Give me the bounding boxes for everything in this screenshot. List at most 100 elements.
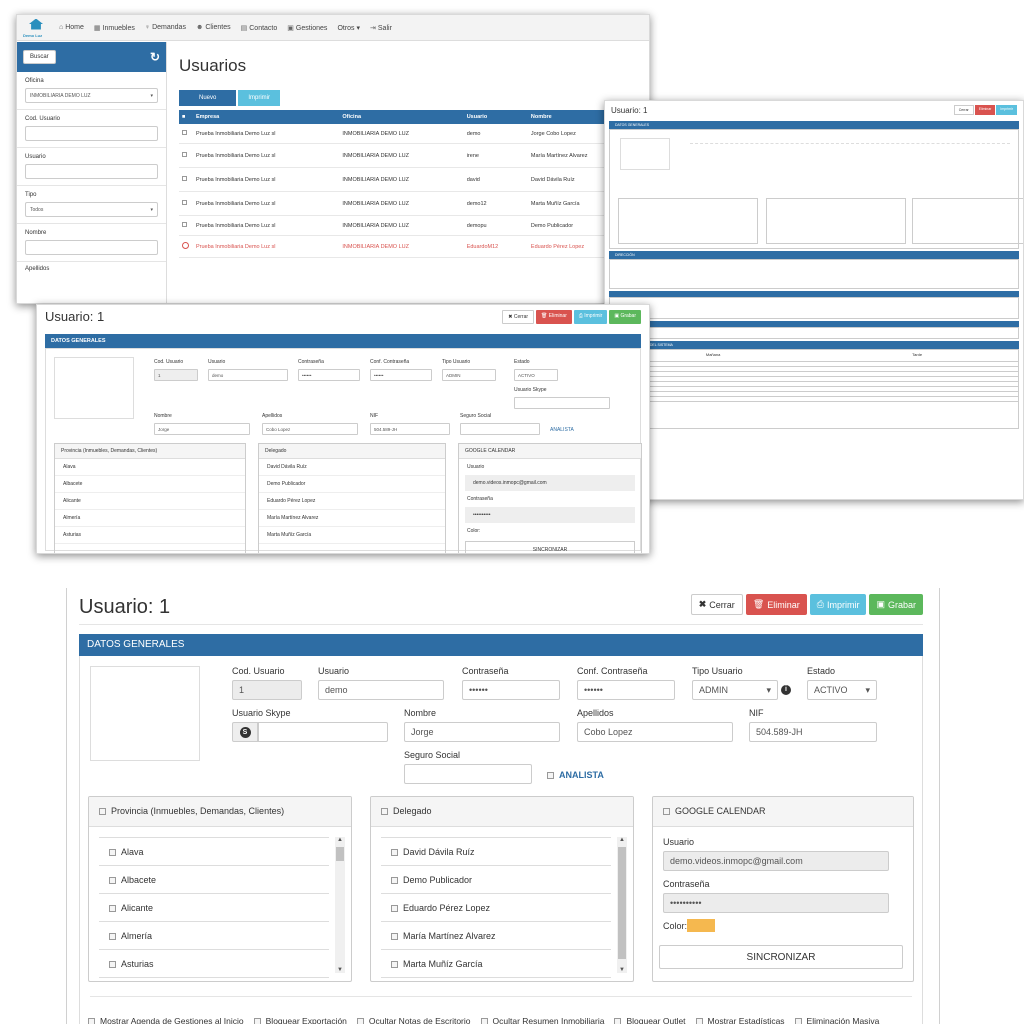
nif-input[interactable]: 504.589-JH bbox=[370, 423, 450, 435]
refresh-icon[interactable]: ↻ bbox=[149, 50, 160, 64]
scroll-thumb[interactable] bbox=[336, 847, 344, 861]
col-oficina[interactable]: Oficina bbox=[339, 110, 464, 124]
row-select[interactable] bbox=[179, 191, 193, 216]
row-select[interactable] bbox=[179, 235, 193, 258]
search-button[interactable]: Buscar bbox=[23, 50, 56, 64]
confirm-password-input[interactable]: •••••• bbox=[577, 680, 675, 700]
row-select[interactable] bbox=[179, 124, 193, 144]
print-button[interactable]: Imprimir bbox=[238, 90, 281, 106]
list-item[interactable]: Almería bbox=[99, 922, 329, 950]
cod-usuario-input[interactable] bbox=[25, 126, 158, 141]
list-item[interactable]: Albacete bbox=[99, 866, 329, 894]
list-item[interactable]: Asturias bbox=[99, 950, 329, 978]
row-checkbox[interactable] bbox=[182, 152, 187, 157]
color-swatch[interactable] bbox=[687, 919, 715, 932]
scroll-up-icon[interactable]: ▲ bbox=[337, 837, 343, 843]
medium-sync-button[interactable]: SINCRONIZAR bbox=[465, 541, 635, 553]
nombre-input[interactable] bbox=[25, 240, 158, 255]
oficina-select[interactable]: INMOBILIARIA DEMO LUZ ▾ bbox=[25, 88, 158, 103]
table-row[interactable]: Prueba Inmobiliaria Demo Luz sl INMOBILIA… bbox=[179, 167, 649, 192]
table-row[interactable]: Prueba Inmobiliaria Demo Luz sl INMOBILIA… bbox=[179, 124, 649, 144]
analista-checkbox[interactable]: ANALISTA bbox=[547, 770, 604, 780]
scroll-thumb[interactable] bbox=[618, 847, 626, 959]
usuario-input[interactable]: demo bbox=[318, 680, 444, 700]
save-button[interactable]: ▣ Grabar bbox=[869, 594, 923, 615]
scrollbar[interactable]: ▲ ▼ bbox=[617, 837, 627, 973]
table-row[interactable]: Prueba Inmobiliaria Demo Luz sl INMOBILIA… bbox=[179, 143, 649, 168]
new-button[interactable]: Nuevo bbox=[179, 90, 237, 106]
password-input[interactable]: •••••• bbox=[462, 680, 560, 700]
sync-button[interactable]: SINCRONIZAR bbox=[659, 945, 903, 969]
row-checkbox[interactable] bbox=[182, 176, 187, 181]
tipo-select[interactable]: Todos ▾ bbox=[25, 202, 158, 217]
col-empresa[interactable]: Empresa bbox=[193, 110, 340, 124]
option-checkbox[interactable]: Ocultar Resumen Inmobiliaria bbox=[480, 1016, 604, 1024]
seguro-social-input[interactable] bbox=[404, 764, 532, 784]
checkbox[interactable] bbox=[663, 808, 670, 816]
nombre-input[interactable]: Jorge bbox=[404, 722, 560, 742]
cod-usuario-input[interactable]: 1 bbox=[232, 680, 302, 700]
list-item[interactable]: Alicante bbox=[99, 894, 329, 922]
google-password-input[interactable]: •••••••••• bbox=[663, 893, 889, 913]
col-usuario[interactable]: Usuario bbox=[463, 110, 528, 124]
scroll-up-icon[interactable]: ▲ bbox=[619, 837, 625, 843]
skype-input[interactable] bbox=[514, 397, 610, 409]
list-item[interactable]: Eduardo Pérez Lopez bbox=[381, 894, 611, 922]
cod-usuario-input[interactable]: 1 bbox=[154, 369, 198, 381]
estado-select[interactable]: ACTIVO bbox=[514, 369, 558, 381]
table-row[interactable]: Prueba Inmobiliaria Demo Luz sl INMOBILIA… bbox=[179, 191, 649, 216]
nombre-input[interactable]: Jorge bbox=[154, 423, 250, 435]
nav-clientes[interactable]: ☻ Clientes bbox=[195, 24, 231, 31]
google-user-input[interactable]: demo.videos.inmopc@gmail.com bbox=[663, 851, 889, 871]
medium-close-button[interactable]: ✖ Cerrar bbox=[502, 309, 535, 324]
option-checkbox[interactable]: Ocultar Notas de Escritorio bbox=[356, 1016, 471, 1024]
nav-contacto[interactable]: ▤ Contacto bbox=[240, 24, 278, 32]
skype-input[interactable] bbox=[258, 722, 388, 742]
delete-button[interactable]: 🗑 Eliminar bbox=[745, 594, 807, 615]
nav-home[interactable]: ⌂ Home bbox=[59, 24, 84, 31]
row-select[interactable] bbox=[179, 215, 193, 236]
info-icon[interactable]: i bbox=[781, 685, 791, 695]
estado-select[interactable]: ACTIVO ▾ bbox=[807, 680, 877, 700]
list-item[interactable]: María Martínez Alvarez bbox=[381, 922, 611, 950]
nav-otros[interactable]: Otros ▾ bbox=[337, 24, 361, 32]
select-all-header[interactable]: ■ bbox=[179, 110, 193, 124]
provincia-panel-header[interactable]: Provincia (Inmuebles, Demandas, Clientes… bbox=[89, 797, 351, 827]
confirm-password-input[interactable]: •••••• bbox=[370, 369, 432, 381]
table-row[interactable]: Prueba Inmobiliaria Demo Luz sl INMOBILIA… bbox=[179, 215, 649, 236]
nav-inmuebles[interactable]: ▦ Inmuebles bbox=[93, 24, 135, 32]
apellidos-input[interactable]: Cobo Lopez bbox=[262, 423, 358, 435]
user-photo[interactable] bbox=[90, 666, 200, 761]
checkbox[interactable] bbox=[547, 772, 554, 780]
medium-save-button[interactable]: ▣ Grabar bbox=[609, 309, 641, 324]
nav-salir[interactable]: ⇥ Salir bbox=[370, 24, 392, 32]
nif-input[interactable]: 504.589-JH bbox=[749, 722, 877, 742]
usuario-input[interactable] bbox=[25, 164, 158, 179]
scroll-down-icon[interactable]: ▼ bbox=[337, 967, 343, 973]
row-checkbox[interactable] bbox=[182, 130, 187, 135]
mini-print-button[interactable]: Imprimir bbox=[996, 105, 1017, 115]
password-input[interactable]: •••••• bbox=[298, 369, 360, 381]
nav-gestiones[interactable]: ▣ Gestiones bbox=[287, 24, 328, 32]
option-checkbox[interactable]: Mostrar Agenda de Gestiones al Inicio bbox=[88, 1016, 244, 1024]
scrollbar[interactable]: ▲ ▼ bbox=[335, 837, 345, 973]
list-item[interactable]: Marta Muñíz García bbox=[381, 950, 611, 978]
option-checkbox[interactable]: Bloquear Exportación bbox=[253, 1016, 347, 1024]
seguro-social-input[interactable] bbox=[460, 423, 540, 435]
tipo-usuario-select[interactable]: ADMIN ▾ bbox=[692, 680, 778, 700]
row-checkbox[interactable] bbox=[182, 200, 187, 205]
option-checkbox[interactable]: Bloquear Outlet bbox=[614, 1016, 686, 1024]
analista-checkbox[interactable]: ANALISTA bbox=[550, 427, 574, 433]
list-item[interactable]: Demo Publicador bbox=[381, 866, 611, 894]
medium-print-button[interactable]: ⎙ Imprimir bbox=[573, 309, 608, 324]
google-panel-header[interactable]: GOOGLE CALENDAR bbox=[653, 797, 913, 827]
usuario-input[interactable]: demo bbox=[208, 369, 288, 381]
apellidos-input[interactable]: Cobo Lopez bbox=[577, 722, 733, 742]
app-logo[interactable]: Demo Luz bbox=[23, 18, 51, 38]
row-select[interactable] bbox=[179, 143, 193, 168]
scroll-down-icon[interactable]: ▼ bbox=[619, 967, 625, 973]
mini-close-button[interactable]: Cerrar bbox=[953, 105, 974, 115]
row-select[interactable] bbox=[179, 167, 193, 192]
medium-delete-button[interactable]: 🗑 Eliminar bbox=[536, 309, 572, 324]
list-item[interactable]: David Dávila Ruíz bbox=[381, 838, 611, 866]
